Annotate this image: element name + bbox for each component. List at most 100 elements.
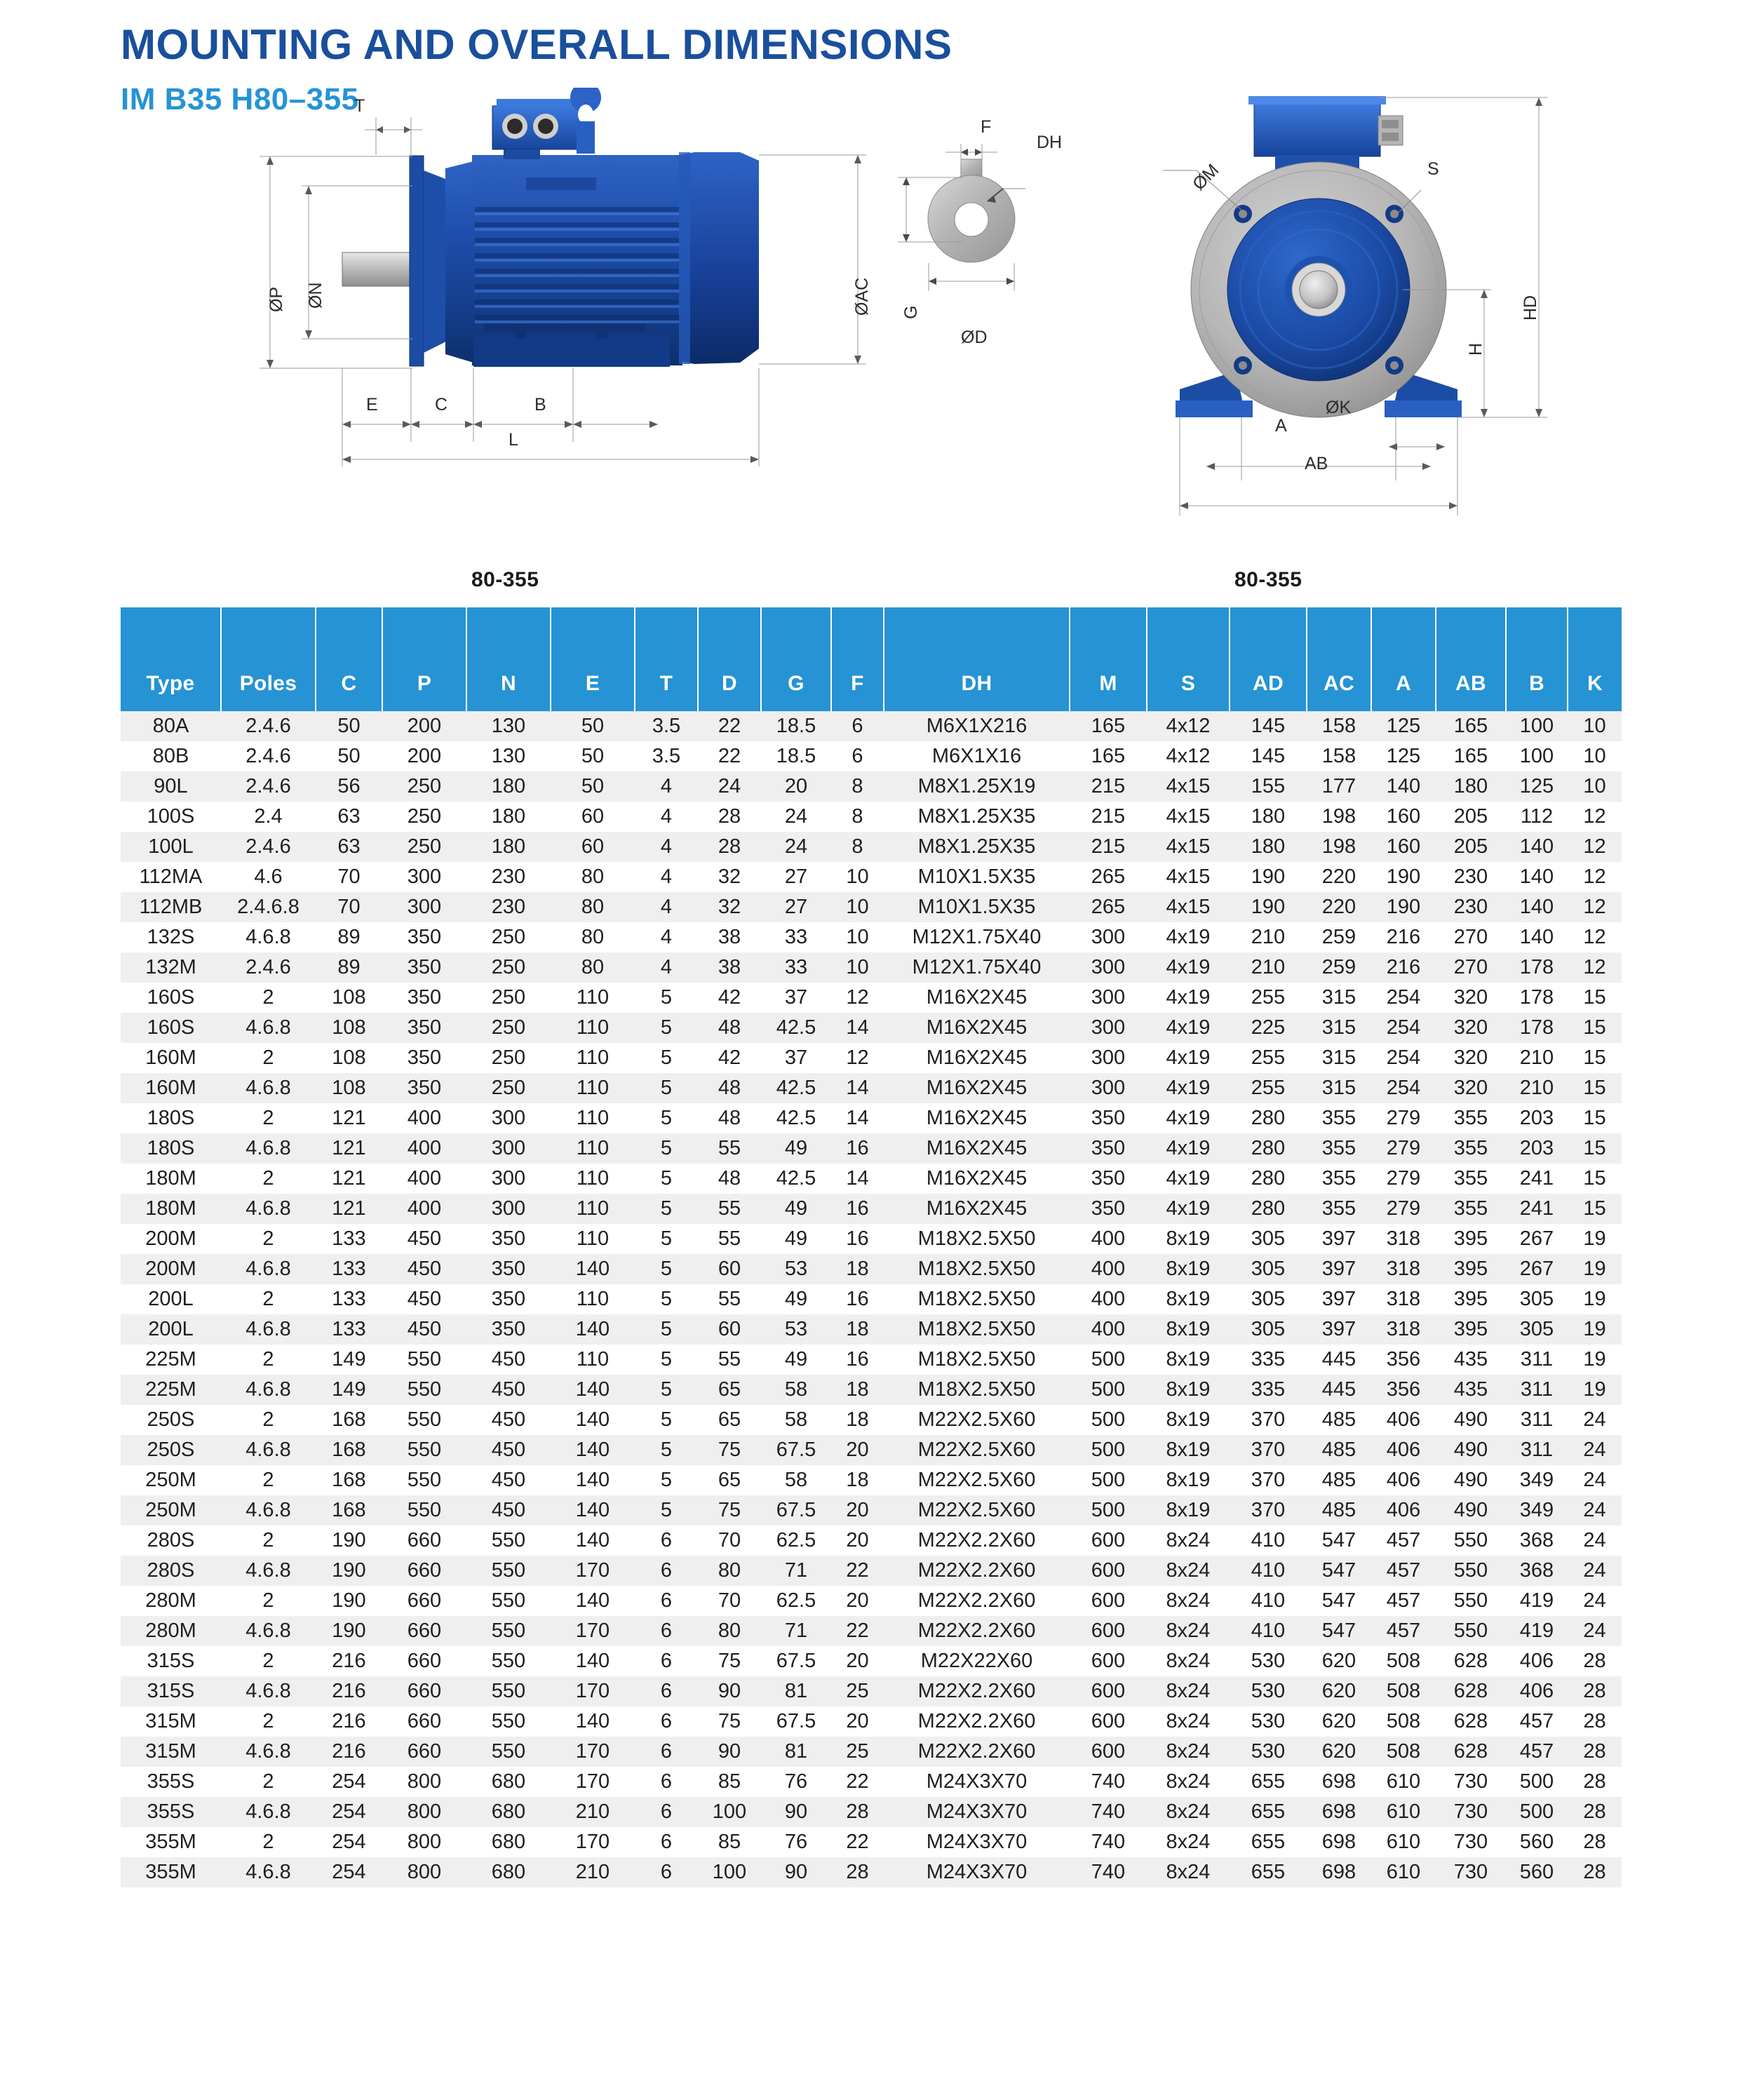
cell-dh: M12X1.75X40 [884,952,1070,983]
cell-poles: 4.6.8 [221,1314,316,1345]
cell-ac: 355 [1307,1194,1371,1224]
cell-n: 550 [466,1616,551,1646]
cell-b: 406 [1506,1676,1568,1706]
cell-a: 160 [1371,832,1436,862]
cell-g: 67.5 [761,1706,831,1737]
cell-ac: 445 [1307,1375,1371,1405]
cell-dh: M18X2.5X50 [884,1375,1070,1405]
cell-e: 110 [551,1013,635,1043]
cell-p: 450 [382,1284,466,1314]
cell-k: 24 [1568,1586,1622,1616]
cell-s: 8x24 [1147,1586,1230,1616]
cell-d: 100 [698,1857,761,1887]
cell-type: 315S [121,1646,221,1676]
cell-n: 300 [466,1133,551,1164]
cell-d: 28 [698,832,761,862]
cell-k: 28 [1568,1767,1622,1797]
cell-m: 300 [1070,922,1147,952]
cell-b: 311 [1506,1405,1568,1435]
cell-s: 8x24 [1147,1857,1230,1887]
label-L: L [509,430,518,450]
cell-n: 450 [466,1345,551,1375]
cooling-fins [475,207,680,323]
cell-a: 279 [1371,1133,1436,1164]
cell-poles: 2 [221,1827,316,1857]
table-row: 250S 4.6.8 168 550 450 140 5 75 67.5 20 M22X2.5X60… [121,1435,1622,1465]
cell-type: 315M [121,1737,221,1767]
cell-e: 170 [551,1676,635,1706]
cell-k: 12 [1568,922,1622,952]
cell-c: 254 [316,1857,382,1887]
cell-ac: 698 [1307,1827,1371,1857]
cell-b: 267 [1506,1254,1568,1284]
cell-p: 350 [382,1043,466,1073]
cell-e: 80 [551,892,635,922]
cell-a: 318 [1371,1254,1436,1284]
table-row: 355M 2 254 800 680 170 6 85 76 22 M24X3X70 740 8x24 6… [121,1827,1622,1857]
cell-ac: 485 [1307,1435,1371,1465]
cell-n: 230 [466,892,551,922]
left-figure-caption: 80-355 [471,568,539,591]
cell-p: 250 [382,772,466,802]
cell-poles: 2.4.6.8 [221,892,316,922]
cell-ad: 530 [1230,1646,1307,1676]
cell-p: 550 [382,1465,466,1495]
cell-ab: 320 [1436,1073,1506,1103]
label-E: E [366,395,378,415]
cell-b: 419 [1506,1586,1568,1616]
cell-e: 140 [551,1314,635,1345]
cell-a: 508 [1371,1706,1436,1737]
cell-d: 24 [698,772,761,802]
cell-c: 50 [316,711,382,741]
cell-c: 121 [316,1133,382,1164]
cell-f: 14 [831,1073,884,1103]
cell-b: 305 [1506,1314,1568,1345]
cell-ab: 730 [1436,1767,1506,1797]
cell-a: 190 [1371,862,1436,892]
cell-dh: M18X2.5X50 [884,1254,1070,1284]
cell-dh: M18X2.5X50 [884,1284,1070,1314]
cell-a: 318 [1371,1284,1436,1314]
cell-m: 600 [1070,1556,1147,1586]
cell-s: 4x19 [1147,1103,1230,1133]
cell-s: 4x19 [1147,983,1230,1013]
terminal-box-top [1253,101,1381,157]
cell-k: 24 [1568,1616,1622,1646]
cell-n: 450 [466,1465,551,1495]
cell-ab: 320 [1436,1013,1506,1043]
cell-p: 200 [382,741,466,772]
cell-g: 49 [761,1224,831,1254]
cell-k: 28 [1568,1797,1622,1827]
cell-m: 600 [1070,1676,1147,1706]
cell-ab: 550 [1436,1616,1506,1646]
cell-e: 140 [551,1526,635,1556]
cell-poles: 4.6.8 [221,1194,316,1224]
cell-m: 350 [1070,1103,1147,1133]
cell-p: 450 [382,1254,466,1284]
cell-b: 368 [1506,1556,1568,1586]
cell-p: 660 [382,1586,466,1616]
cell-ab: 550 [1436,1526,1506,1556]
cell-type: 160M [121,1043,221,1073]
cell-dh: M22X2.5X60 [884,1405,1070,1435]
cell-b: 241 [1506,1194,1568,1224]
cell-f: 8 [831,772,884,802]
cell-dh: M10X1.5X35 [884,862,1070,892]
label-A: A [1275,416,1287,436]
cell-b: 500 [1506,1767,1568,1797]
cell-m: 500 [1070,1495,1147,1526]
cell-t: 5 [635,1314,698,1345]
cell-t: 5 [635,1465,698,1495]
cell-p: 550 [382,1405,466,1435]
cell-g: 49 [761,1345,831,1375]
cell-c: 121 [316,1103,382,1133]
cell-g: 49 [761,1284,831,1314]
cell-s: 8x24 [1147,1676,1230,1706]
cell-m: 740 [1070,1857,1147,1887]
cell-m: 500 [1070,1435,1147,1465]
cell-k: 12 [1568,952,1622,983]
cell-p: 660 [382,1526,466,1556]
cell-a: 610 [1371,1797,1436,1827]
cell-g: 71 [761,1616,831,1646]
table-row: 90L 2.4.6 56 250 180 50 4 24 20 8 M8X1.25X19 215 4x1… [121,772,1622,802]
